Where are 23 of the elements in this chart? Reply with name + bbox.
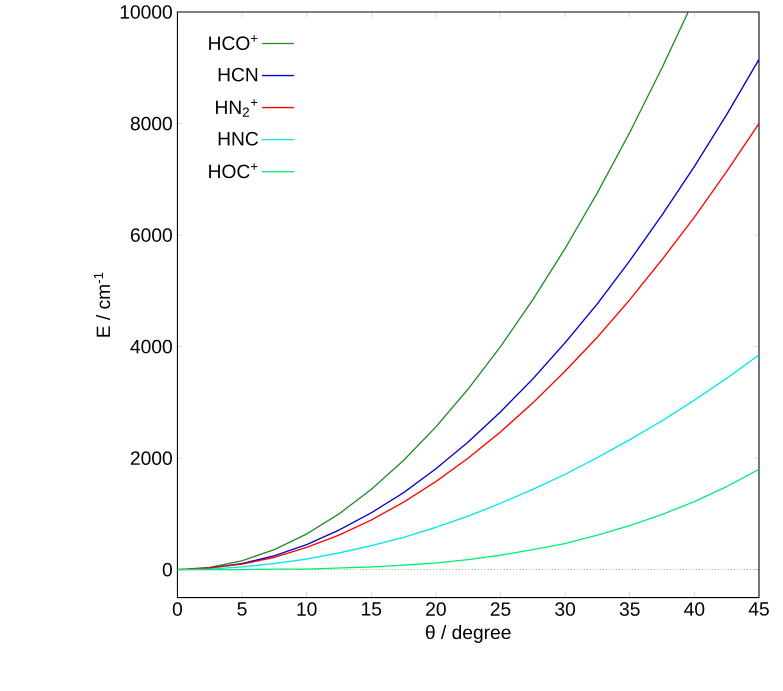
legend-label: HCN (218, 68, 258, 82)
y-tick-label: 10000 (120, 5, 172, 19)
x-tick-label: 40 (684, 602, 704, 616)
x-tick-label: 45 (748, 602, 769, 616)
y-tick-label: 2000 (130, 451, 172, 465)
legend-label: HOC$^{+}$ (209, 163, 258, 178)
x-axis-title: θ / degree (426, 625, 511, 643)
y-tick-label: 0 (162, 562, 172, 577)
legend-label: HN$_{2}$+ (216, 99, 258, 117)
x-tick-label: 10 (297, 602, 317, 616)
x-tick-label: 5 (237, 602, 247, 616)
legend-label: HNC (218, 132, 258, 146)
y-axis-title: E / cm$^{-1}$ (94, 272, 110, 337)
y-tick-label: 8000 (130, 116, 172, 130)
y-tick-label: 6000 (130, 228, 172, 242)
legend-label: HCO$^{+}$ (209, 35, 258, 50)
x-tick-label: 35 (620, 602, 640, 616)
x-tick-label: 20 (426, 602, 446, 616)
y-tick-label: 4000 (130, 340, 172, 354)
x-tick-label: 25 (490, 602, 510, 616)
x-tick-label: 0 (172, 602, 182, 616)
x-tick-label: 15 (362, 602, 382, 616)
x-tick-label: 30 (555, 602, 576, 616)
